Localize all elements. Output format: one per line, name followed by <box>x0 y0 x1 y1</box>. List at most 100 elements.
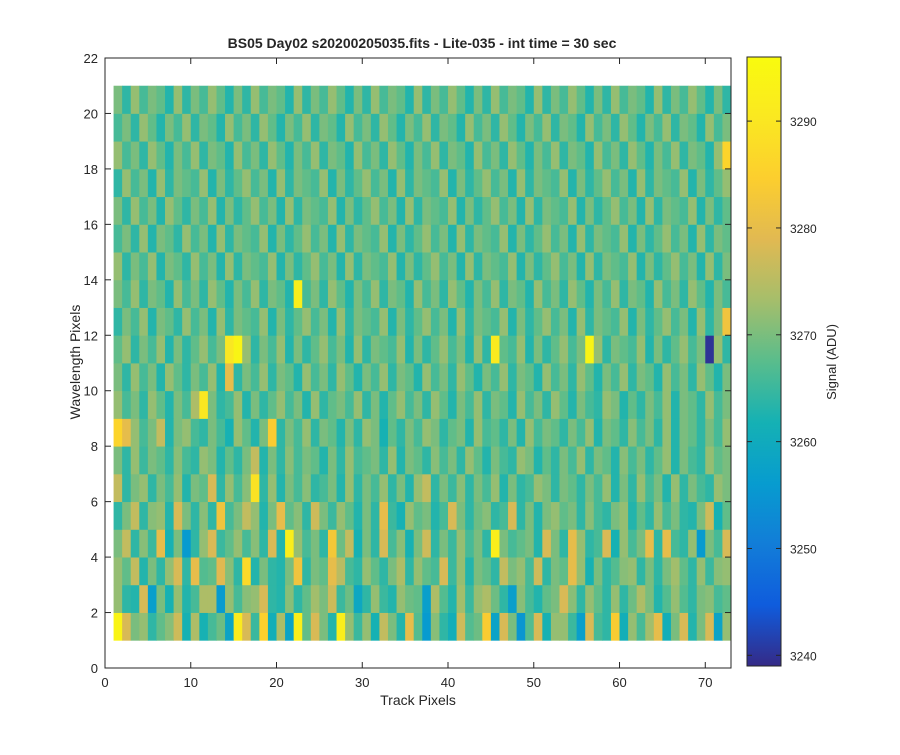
heatmap-cell <box>233 224 243 253</box>
heatmap-cell <box>139 252 149 281</box>
heatmap-cell <box>259 363 269 392</box>
heatmap-cell <box>233 141 243 170</box>
heatmap-cell <box>379 168 389 198</box>
heatmap-cell <box>490 501 500 530</box>
heatmap-cell <box>482 557 492 586</box>
heatmap-cell <box>293 85 303 114</box>
heatmap-cell <box>242 335 252 364</box>
heatmap-cell <box>147 279 157 308</box>
heatmap-cell <box>619 473 629 503</box>
heatmap-cell <box>508 307 518 336</box>
heatmap-cell <box>362 557 372 586</box>
heatmap-cell <box>199 501 209 530</box>
heatmap-cell <box>499 168 509 198</box>
heatmap-cell <box>722 584 732 613</box>
heatmap-cell <box>610 446 620 475</box>
heatmap-cell <box>259 196 269 225</box>
heatmap-cell <box>156 196 166 225</box>
heatmap-cell <box>139 557 149 586</box>
heatmap-cell <box>722 224 732 253</box>
heatmap-cell <box>508 141 518 170</box>
heatmap-cell <box>670 224 680 253</box>
heatmap-cell <box>319 584 329 613</box>
heatmap-cell <box>413 612 423 641</box>
heatmap-cell <box>619 279 629 308</box>
heatmap-cell <box>413 557 423 586</box>
heatmap-cell <box>473 473 483 503</box>
heatmap-cell <box>636 113 646 142</box>
heatmap-cell <box>499 113 509 142</box>
heatmap-cell <box>516 224 526 253</box>
heatmap-cell <box>259 335 269 364</box>
heatmap-cell <box>302 418 312 447</box>
heatmap-cell <box>387 196 397 225</box>
heatmap-cell <box>310 363 320 392</box>
heatmap-cell <box>379 418 389 447</box>
heatmap-cell <box>156 252 166 281</box>
heatmap-cell <box>216 279 226 308</box>
heatmap-cell <box>653 612 663 641</box>
heatmap-cell <box>448 418 457 447</box>
heatmap-cell <box>413 446 423 475</box>
heatmap-cell <box>670 335 680 364</box>
heatmap-cell <box>525 473 535 503</box>
heatmap-cell <box>662 390 672 419</box>
heatmap-cell <box>670 612 680 641</box>
heatmap-cell <box>610 529 620 558</box>
heatmap-cell <box>130 335 140 364</box>
heatmap-cell <box>267 307 277 336</box>
heatmap-cell <box>430 529 440 558</box>
heatmap-cell <box>465 363 475 392</box>
x-tick-label: 50 <box>527 675 541 690</box>
heatmap-cell <box>499 529 509 558</box>
heatmap-cell <box>207 557 217 586</box>
heatmap-cell <box>516 141 526 170</box>
heatmap-cell <box>225 307 235 336</box>
heatmap-cell <box>242 113 252 142</box>
heatmap-cell <box>585 307 595 336</box>
heatmap-cell <box>302 141 312 170</box>
heatmap-cell <box>568 252 578 281</box>
heatmap-cell <box>593 307 603 336</box>
heatmap-cell <box>285 363 295 392</box>
heatmap-cell <box>139 446 149 475</box>
heatmap-cell <box>430 85 440 114</box>
heatmap-cell <box>165 418 175 447</box>
heatmap-cell <box>516 529 526 558</box>
heatmap-cell <box>542 168 552 198</box>
heatmap-cell <box>293 252 303 281</box>
heatmap-cell <box>130 196 140 225</box>
heatmap-cell <box>696 529 706 558</box>
heatmap-cell <box>216 529 226 558</box>
heatmap-cell <box>593 446 603 475</box>
heatmap-cell <box>122 612 132 641</box>
heatmap-cell <box>705 418 715 447</box>
heatmap-cell <box>242 584 252 613</box>
heatmap-cell <box>362 85 372 114</box>
heatmap-cell <box>585 85 595 114</box>
heatmap-cell <box>636 584 646 613</box>
heatmap-cell <box>156 363 166 392</box>
heatmap-cell <box>662 473 672 503</box>
heatmap-cell <box>310 335 320 364</box>
heatmap-cell <box>362 529 372 558</box>
heatmap-cell <box>439 335 449 364</box>
heatmap-cell <box>156 335 166 364</box>
heatmap-cell <box>576 446 586 475</box>
heatmap-cell <box>722 85 732 114</box>
heatmap-cell <box>285 307 295 336</box>
heatmap-cell <box>242 85 252 114</box>
heatmap-cell <box>559 113 569 142</box>
heatmap-cell <box>636 196 646 225</box>
heatmap-cell <box>645 252 655 281</box>
heatmap-cell <box>370 113 380 142</box>
heatmap-cell <box>696 307 706 336</box>
heatmap-cell <box>370 307 380 336</box>
heatmap-cell <box>199 224 209 253</box>
heatmap-cell <box>448 501 457 530</box>
heatmap-cell <box>225 363 235 392</box>
heatmap-cell <box>199 584 209 613</box>
heatmap-cell <box>713 141 723 170</box>
heatmap-cell <box>508 446 518 475</box>
heatmap-cell <box>370 279 380 308</box>
